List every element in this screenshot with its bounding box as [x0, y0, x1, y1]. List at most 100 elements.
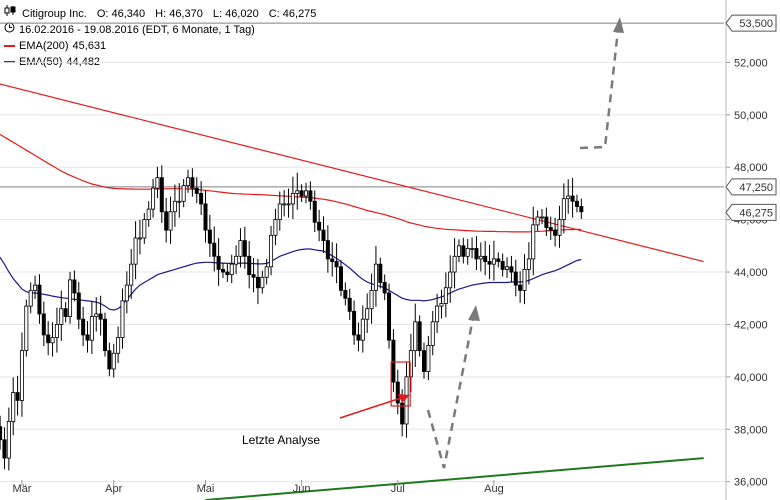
candle-down: [343, 289, 348, 299]
candle-up: [413, 321, 418, 352]
candle-down: [483, 255, 488, 262]
candle-down: [334, 261, 339, 268]
candle-down: [199, 193, 204, 205]
candle-down: [574, 200, 579, 207]
candlestick-icon: [4, 5, 16, 22]
candle-down: [378, 263, 383, 283]
candle-down: [548, 227, 553, 231]
y-tick-label: 40,000: [734, 372, 768, 384]
y-tick-label: 44,000: [734, 267, 768, 279]
candle-up: [181, 185, 186, 202]
candle-up: [491, 258, 496, 265]
pointer-arrow-head: [398, 394, 410, 403]
candle-down: [242, 240, 247, 257]
candle-up: [282, 203, 287, 206]
candle-up: [535, 216, 540, 226]
candle-up: [408, 350, 413, 378]
candle-up: [531, 224, 536, 260]
target-arrow-head: [613, 17, 624, 33]
candle-up: [478, 255, 483, 260]
open-value: O: 46,340: [96, 7, 146, 20]
x-tick-label: Aug: [484, 483, 504, 495]
x-tick-label: Mär: [12, 483, 31, 495]
candle-down: [98, 313, 103, 320]
candle-down: [330, 258, 335, 262]
candle-down: [509, 266, 514, 273]
candle-up: [28, 289, 33, 307]
candle-up: [452, 255, 457, 273]
candle-down: [570, 195, 575, 202]
candle-down: [544, 216, 549, 228]
candle-up: [465, 248, 470, 257]
candle-down: [387, 292, 392, 341]
candle-up: [373, 263, 378, 291]
ema200-value: 45,631: [72, 40, 107, 52]
candle-up: [133, 237, 138, 265]
projection-arrow-head: [468, 305, 480, 321]
candle-up: [124, 284, 129, 302]
candle-down: [474, 248, 479, 260]
candle-down: [0, 426, 3, 441]
x-tick-label: Jul: [391, 483, 405, 495]
candle-up: [129, 263, 134, 286]
close-value: C: 46,275: [268, 7, 317, 20]
ohlc-row: Citigroup Inc. O: 46,340 H: 46,370 L: 46…: [4, 5, 322, 22]
projection-dashed-up: [426, 317, 475, 469]
candle-down: [312, 200, 317, 223]
candle-up: [404, 376, 409, 425]
candle-down: [15, 392, 20, 401]
legend-ema200: EMA(200) 45,631: [4, 38, 322, 54]
high-value: H: 46,370: [155, 7, 203, 20]
candle-up: [566, 195, 571, 200]
candle-down: [247, 255, 252, 276]
price-label-text: 53,500: [739, 18, 773, 30]
candle-down: [216, 255, 221, 270]
candle-up: [151, 187, 156, 210]
uptrend-line: [205, 457, 704, 500]
period-text: 16.02.2016 - 19.08.2016 (EDT, 6 Monate, …: [19, 24, 255, 36]
candle-up: [561, 198, 566, 221]
candle-up: [369, 289, 374, 310]
candle-down: [159, 177, 164, 213]
candle-down: [518, 284, 523, 291]
candle-up: [360, 318, 365, 341]
x-tick-label: Apr: [105, 483, 122, 495]
candle-down: [76, 292, 81, 320]
candle-up: [24, 305, 29, 352]
candle-down: [255, 276, 260, 289]
downtrend-line: [0, 83, 704, 263]
pointer-arrow-line: [339, 396, 405, 419]
y-tick-label: 38,000: [734, 424, 768, 436]
candle-down: [190, 177, 195, 189]
candle-down: [203, 203, 208, 231]
candle-up: [526, 258, 531, 270]
candle-down: [338, 266, 343, 291]
candle-up: [116, 337, 121, 354]
candle-down: [579, 206, 584, 213]
candle-up: [430, 321, 435, 346]
candle-down: [352, 310, 357, 336]
candle-up: [89, 316, 94, 341]
ema200-swatch: [4, 45, 15, 47]
candle-down: [63, 308, 68, 317]
candle-down: [102, 318, 107, 352]
candle-down: [513, 271, 518, 286]
candle-down: [395, 381, 400, 404]
price-label-text: 46,275: [739, 207, 773, 219]
candle-down: [299, 190, 304, 197]
ema50-line: [0, 248, 582, 311]
candle-up: [155, 177, 160, 189]
candle-down: [251, 274, 256, 278]
price-label-box: [725, 203, 777, 221]
candle-down: [46, 334, 51, 344]
candle-down: [321, 229, 326, 241]
candle-up: [137, 237, 142, 240]
candle-up: [168, 211, 173, 231]
candle-down: [382, 282, 387, 294]
candle-up: [539, 216, 544, 219]
candle-up: [304, 190, 309, 197]
y-tick-label: 36,000: [734, 477, 768, 489]
candle-down: [107, 350, 112, 370]
candle-up: [557, 219, 562, 236]
